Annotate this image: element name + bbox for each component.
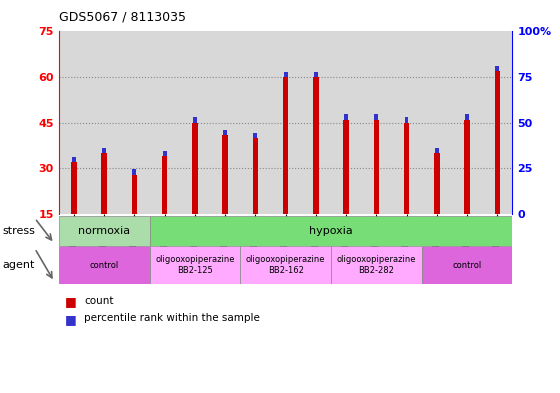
Bar bbox=[314, 72, 318, 77]
Bar bbox=[192, 123, 198, 214]
Text: agent: agent bbox=[3, 260, 35, 270]
Bar bbox=[374, 120, 379, 214]
Bar bbox=[162, 156, 167, 214]
Text: hypoxia: hypoxia bbox=[309, 226, 353, 236]
Bar bbox=[375, 114, 378, 120]
Bar bbox=[133, 169, 136, 174]
Bar bbox=[313, 77, 319, 214]
Bar bbox=[404, 123, 409, 214]
Bar bbox=[270, 31, 301, 214]
Bar bbox=[331, 246, 422, 284]
Bar bbox=[150, 246, 240, 284]
Text: normoxia: normoxia bbox=[78, 226, 130, 236]
Bar bbox=[464, 120, 470, 214]
Text: control: control bbox=[90, 261, 119, 270]
Text: oligooxopiperazine
BB2-162: oligooxopiperazine BB2-162 bbox=[246, 255, 325, 275]
Bar bbox=[434, 153, 440, 214]
Text: ■: ■ bbox=[64, 296, 76, 309]
Bar bbox=[89, 31, 119, 214]
Text: oligooxopiperazine
BB2-282: oligooxopiperazine BB2-282 bbox=[337, 255, 416, 275]
Bar bbox=[254, 132, 257, 138]
Bar bbox=[344, 114, 348, 120]
Bar bbox=[301, 31, 331, 214]
Bar bbox=[102, 148, 106, 153]
Bar bbox=[101, 153, 107, 214]
Bar bbox=[59, 216, 150, 246]
Text: ■: ■ bbox=[64, 313, 76, 326]
Bar bbox=[494, 71, 500, 214]
Bar bbox=[240, 246, 331, 284]
Bar bbox=[240, 31, 270, 214]
Bar bbox=[150, 216, 512, 246]
Bar bbox=[422, 31, 452, 214]
Bar bbox=[343, 120, 349, 214]
Bar bbox=[405, 118, 408, 123]
Bar bbox=[193, 118, 197, 123]
Bar bbox=[71, 162, 77, 214]
Bar bbox=[452, 31, 482, 214]
Text: count: count bbox=[84, 296, 114, 305]
Bar bbox=[119, 31, 150, 214]
Bar bbox=[132, 174, 137, 214]
Bar bbox=[283, 77, 288, 214]
Bar bbox=[361, 31, 391, 214]
Bar bbox=[482, 31, 512, 214]
Text: oligooxopiperazine
BB2-125: oligooxopiperazine BB2-125 bbox=[155, 255, 235, 275]
Bar bbox=[223, 130, 227, 135]
Bar bbox=[59, 246, 150, 284]
Text: stress: stress bbox=[3, 226, 36, 236]
Bar bbox=[331, 31, 361, 214]
Bar bbox=[59, 31, 89, 214]
Bar bbox=[180, 31, 210, 214]
Bar bbox=[284, 72, 287, 77]
Bar bbox=[391, 31, 422, 214]
Bar bbox=[150, 31, 180, 214]
Bar bbox=[465, 114, 469, 120]
Bar bbox=[422, 246, 512, 284]
Text: control: control bbox=[452, 261, 482, 270]
Bar bbox=[163, 151, 166, 156]
Text: GDS5067 / 8113035: GDS5067 / 8113035 bbox=[59, 11, 186, 24]
Bar bbox=[253, 138, 258, 214]
Text: percentile rank within the sample: percentile rank within the sample bbox=[84, 313, 260, 323]
Bar bbox=[496, 66, 499, 71]
Bar bbox=[222, 135, 228, 214]
Bar bbox=[210, 31, 240, 214]
Bar bbox=[435, 148, 438, 153]
Bar bbox=[72, 157, 76, 162]
